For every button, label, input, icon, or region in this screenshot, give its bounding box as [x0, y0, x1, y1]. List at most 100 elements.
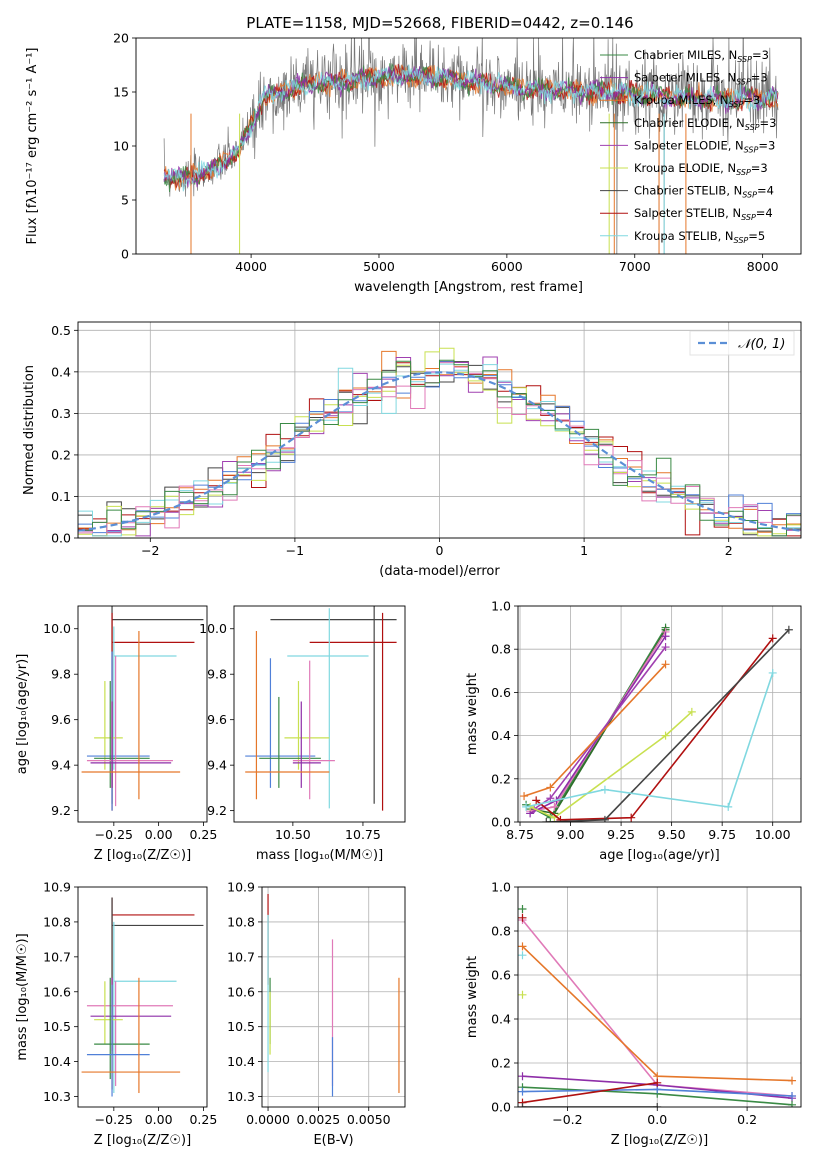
legend-label-value: =3	[751, 71, 768, 85]
y-tick-label: 10	[113, 139, 129, 154]
legend-label: 𝒩(0, 1)	[738, 337, 785, 352]
y-tick-label: 0.8	[491, 924, 511, 939]
x-tick-label: −0.2	[552, 1112, 582, 1127]
x-tick-label: 0.00	[145, 1112, 173, 1127]
weight-point-marker	[518, 1103, 527, 1107]
legend-label: Chabrier ELODIE, NSSP=3	[634, 116, 776, 132]
legend-label-text: Kroupa MILES, N	[634, 93, 729, 107]
legend-label-subscript: SSP	[736, 78, 751, 87]
model-spectrum-line	[163, 64, 779, 192]
y-tick-label: 10.3	[43, 1089, 71, 1104]
axes-frame	[261, 886, 406, 1108]
x-tick-label: 9.25	[607, 827, 635, 842]
x-axis-label: Z [log₁₀(Z/Z☉)]	[94, 1133, 191, 1148]
x-tick-label: 0.25	[189, 827, 217, 842]
age-vs-metallicity-panel: −0.25 0.00 0.25 9.2 9.4 9.6 9.8 10.0 Z [log₁₀(Z/…	[15, 605, 217, 863]
legend-label-value: =5	[748, 229, 765, 243]
weight-point-marker	[788, 1092, 797, 1100]
y-tick-label: 0.3	[51, 406, 71, 421]
y-tick-label: 15	[113, 85, 129, 100]
y-tick-label: 0.5	[51, 323, 71, 338]
weight-point-marker	[518, 913, 527, 922]
y-tick-label: 0	[121, 247, 129, 262]
weight-series-line	[546, 629, 790, 822]
y-tick-label: 0.0	[51, 531, 71, 546]
x-tick-label: 0.2	[737, 1112, 757, 1127]
legend-label-subscript: SSP	[745, 123, 760, 132]
weight-point-marker	[600, 785, 609, 794]
weight-series-line	[523, 663, 667, 797]
legend-label: Salpeter MILES, NSSP=3	[634, 71, 768, 87]
weight-point-marker	[724, 802, 733, 811]
y-tick-label: 10.8	[43, 914, 71, 929]
weight-series-line	[535, 637, 774, 821]
weight-point-marker	[768, 634, 777, 643]
legend-label-subscript: SSP	[736, 168, 751, 177]
legend-label-text: Kroupa STELIB, N	[634, 229, 734, 243]
x-axis-label: Z [log₁₀(Z/Z☉)]	[94, 848, 191, 863]
x-tick-label: 8000	[747, 259, 779, 274]
y-tick-label: 0.0	[491, 815, 511, 830]
weight-point-marker	[788, 1100, 797, 1107]
y-tick-label: 10.4	[43, 1054, 71, 1069]
y-tick-label: 9.6	[51, 712, 71, 727]
legend-label-subscript: SSP	[742, 191, 757, 200]
weight-series-line	[522, 1082, 658, 1104]
axes-frame	[135, 37, 802, 255]
axes-frame	[77, 321, 802, 539]
age-vs-mass-panel: 10.50 10.75 9.2 9.4 9.6 9.8 10.0 mass [log₁₀(M/…	[199, 605, 406, 863]
y-tick-label: 0.0	[491, 1100, 511, 1115]
legend-label-subscript: SSP	[744, 145, 759, 154]
x-tick-label: 0.0000	[246, 1112, 290, 1127]
y-tick-label: 0.2	[491, 1056, 511, 1071]
axes-frame	[517, 886, 802, 1108]
y-tick-label: 0.4	[491, 1012, 511, 1027]
weight-point-marker	[556, 815, 565, 822]
y-axis-label: age [log₁₀(age/yr)]	[15, 654, 30, 775]
y-tick-label: 0.4	[491, 728, 511, 743]
spectrum-panel: 4000 5000 6000 7000 8000 0 5 10 15 20 wavelength […	[25, 31, 802, 295]
legend-label: Salpeter ELODIE, NSSP=3	[634, 138, 775, 154]
x-tick-label: 0.0025	[297, 1112, 341, 1127]
mass-vs-reddening-panel: 0.0000 0.0025 0.0050 10.3 10.4 10.5 10.6 10.7 10…	[227, 880, 406, 1148]
legend-label-value: =3	[760, 116, 777, 130]
x-tick-label: 0.0	[647, 1112, 667, 1127]
weight-point-marker	[520, 792, 529, 801]
plot-area	[267, 893, 400, 1097]
y-tick-label: 20	[113, 31, 129, 46]
plot-area	[520, 623, 793, 822]
legend-label: Kroupa MILES, NSSP=3	[634, 93, 760, 109]
x-tick-label: 7000	[619, 259, 651, 274]
weight-point-marker	[627, 813, 636, 822]
weight-point-marker	[542, 818, 551, 822]
legend-label-value: =3	[758, 138, 775, 152]
y-tick-label: 10.6	[43, 984, 71, 999]
x-tick-label: 10.75	[345, 827, 381, 842]
weight-point-marker	[768, 668, 777, 677]
weight-point-marker	[653, 1078, 662, 1087]
x-axis-label: wavelength [Angstrom, rest frame]	[354, 280, 583, 295]
y-tick-label: 10.0	[199, 621, 227, 636]
weight-vs-metallicity-panel: −0.2 0.0 0.2 0.0 0.2 0.4 0.6 0.8 1.0 Z [log₁₀(Z/Z…	[465, 880, 802, 1148]
x-tick-label: 9.75	[708, 827, 736, 842]
legend-label-text: Chabrier ELODIE, N	[634, 116, 745, 130]
x-tick-label: 6000	[491, 259, 523, 274]
y-tick-label: 0.6	[491, 968, 511, 983]
x-tick-label: −0.25	[95, 827, 133, 842]
weight-point-marker	[518, 942, 527, 951]
legend-label-subscript: SSP	[729, 100, 744, 109]
weight-point-marker	[788, 1076, 797, 1085]
weight-point-marker	[653, 1103, 662, 1107]
legend-label: Salpeter STELIB, NSSP=4	[634, 206, 773, 222]
plot-area	[81, 606, 204, 811]
model-spectrum-line	[163, 66, 779, 188]
x-tick-label: 0.0050	[347, 1112, 391, 1127]
plot-area	[81, 897, 204, 1097]
legend-label: Chabrier MILES, NSSP=3	[634, 48, 769, 64]
y-axis-label: mass weight	[465, 673, 480, 755]
y-tick-label: 10.9	[43, 880, 71, 895]
x-axis-label: age [log₁₀(age/yr)]	[599, 848, 720, 863]
y-tick-label: 10.4	[227, 1054, 255, 1069]
y-tick-label: 0.4	[51, 364, 71, 379]
